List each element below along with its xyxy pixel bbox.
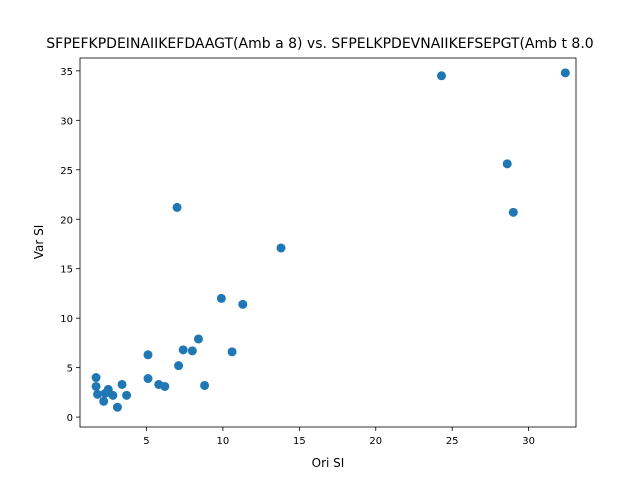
- scatter-point: [436, 71, 446, 81]
- chart-title: SFPEFKPDEINAIIKEFDAAGT(Amb a 8) vs. SFPE…: [46, 36, 593, 52]
- scatter-point: [108, 390, 118, 400]
- y-tick-label: 30: [60, 116, 73, 127]
- y-tick-label: 25: [60, 166, 73, 177]
- y-axis-label: Var SI: [32, 225, 46, 260]
- scatter-point: [178, 345, 188, 355]
- scatter-point: [160, 381, 170, 391]
- scatter-point: [508, 207, 518, 217]
- scatter-point: [560, 68, 570, 78]
- y-tick-label: 5: [67, 364, 73, 375]
- x-tick-label: 15: [293, 436, 306, 447]
- scatter-point: [93, 389, 103, 399]
- scatter-point: [91, 381, 101, 391]
- y-tick-label: 15: [60, 265, 73, 276]
- x-tick-label: 5: [143, 436, 149, 447]
- x-tick-label: 10: [217, 436, 230, 447]
- y-tick-label: 20: [60, 215, 73, 226]
- scatter-point: [200, 380, 210, 390]
- scatter-point: [216, 293, 226, 303]
- scatter-point: [172, 202, 182, 212]
- scatter-point: [112, 402, 122, 412]
- x-tick-label: 25: [446, 436, 459, 447]
- scatter-point: [187, 346, 197, 356]
- y-tick-label: 10: [60, 314, 73, 325]
- axes-frame: [79, 57, 577, 428]
- x-axis-label: Ori SI: [312, 456, 345, 470]
- x-tick-label: 20: [369, 436, 382, 447]
- scatter-point: [227, 347, 237, 357]
- scatter-point: [99, 396, 109, 406]
- scatter-point: [276, 243, 286, 253]
- y-tick-label: 35: [60, 67, 73, 78]
- scatter-point: [143, 350, 153, 360]
- scatter-point: [193, 334, 203, 344]
- plot-layer: 5 10 15 20 25 30 0 5 10 15 20 25 30 35: [60, 67, 570, 447]
- scatter-point: [122, 390, 132, 400]
- y-tick-label: 0: [67, 413, 73, 424]
- scatter-point: [143, 374, 153, 384]
- scatter-point: [238, 299, 248, 309]
- scatter-point: [91, 373, 101, 383]
- scatter-point: [502, 159, 512, 169]
- scatter-point: [117, 379, 127, 389]
- x-tick-label: 30: [522, 436, 535, 447]
- scatter-point: [174, 361, 184, 371]
